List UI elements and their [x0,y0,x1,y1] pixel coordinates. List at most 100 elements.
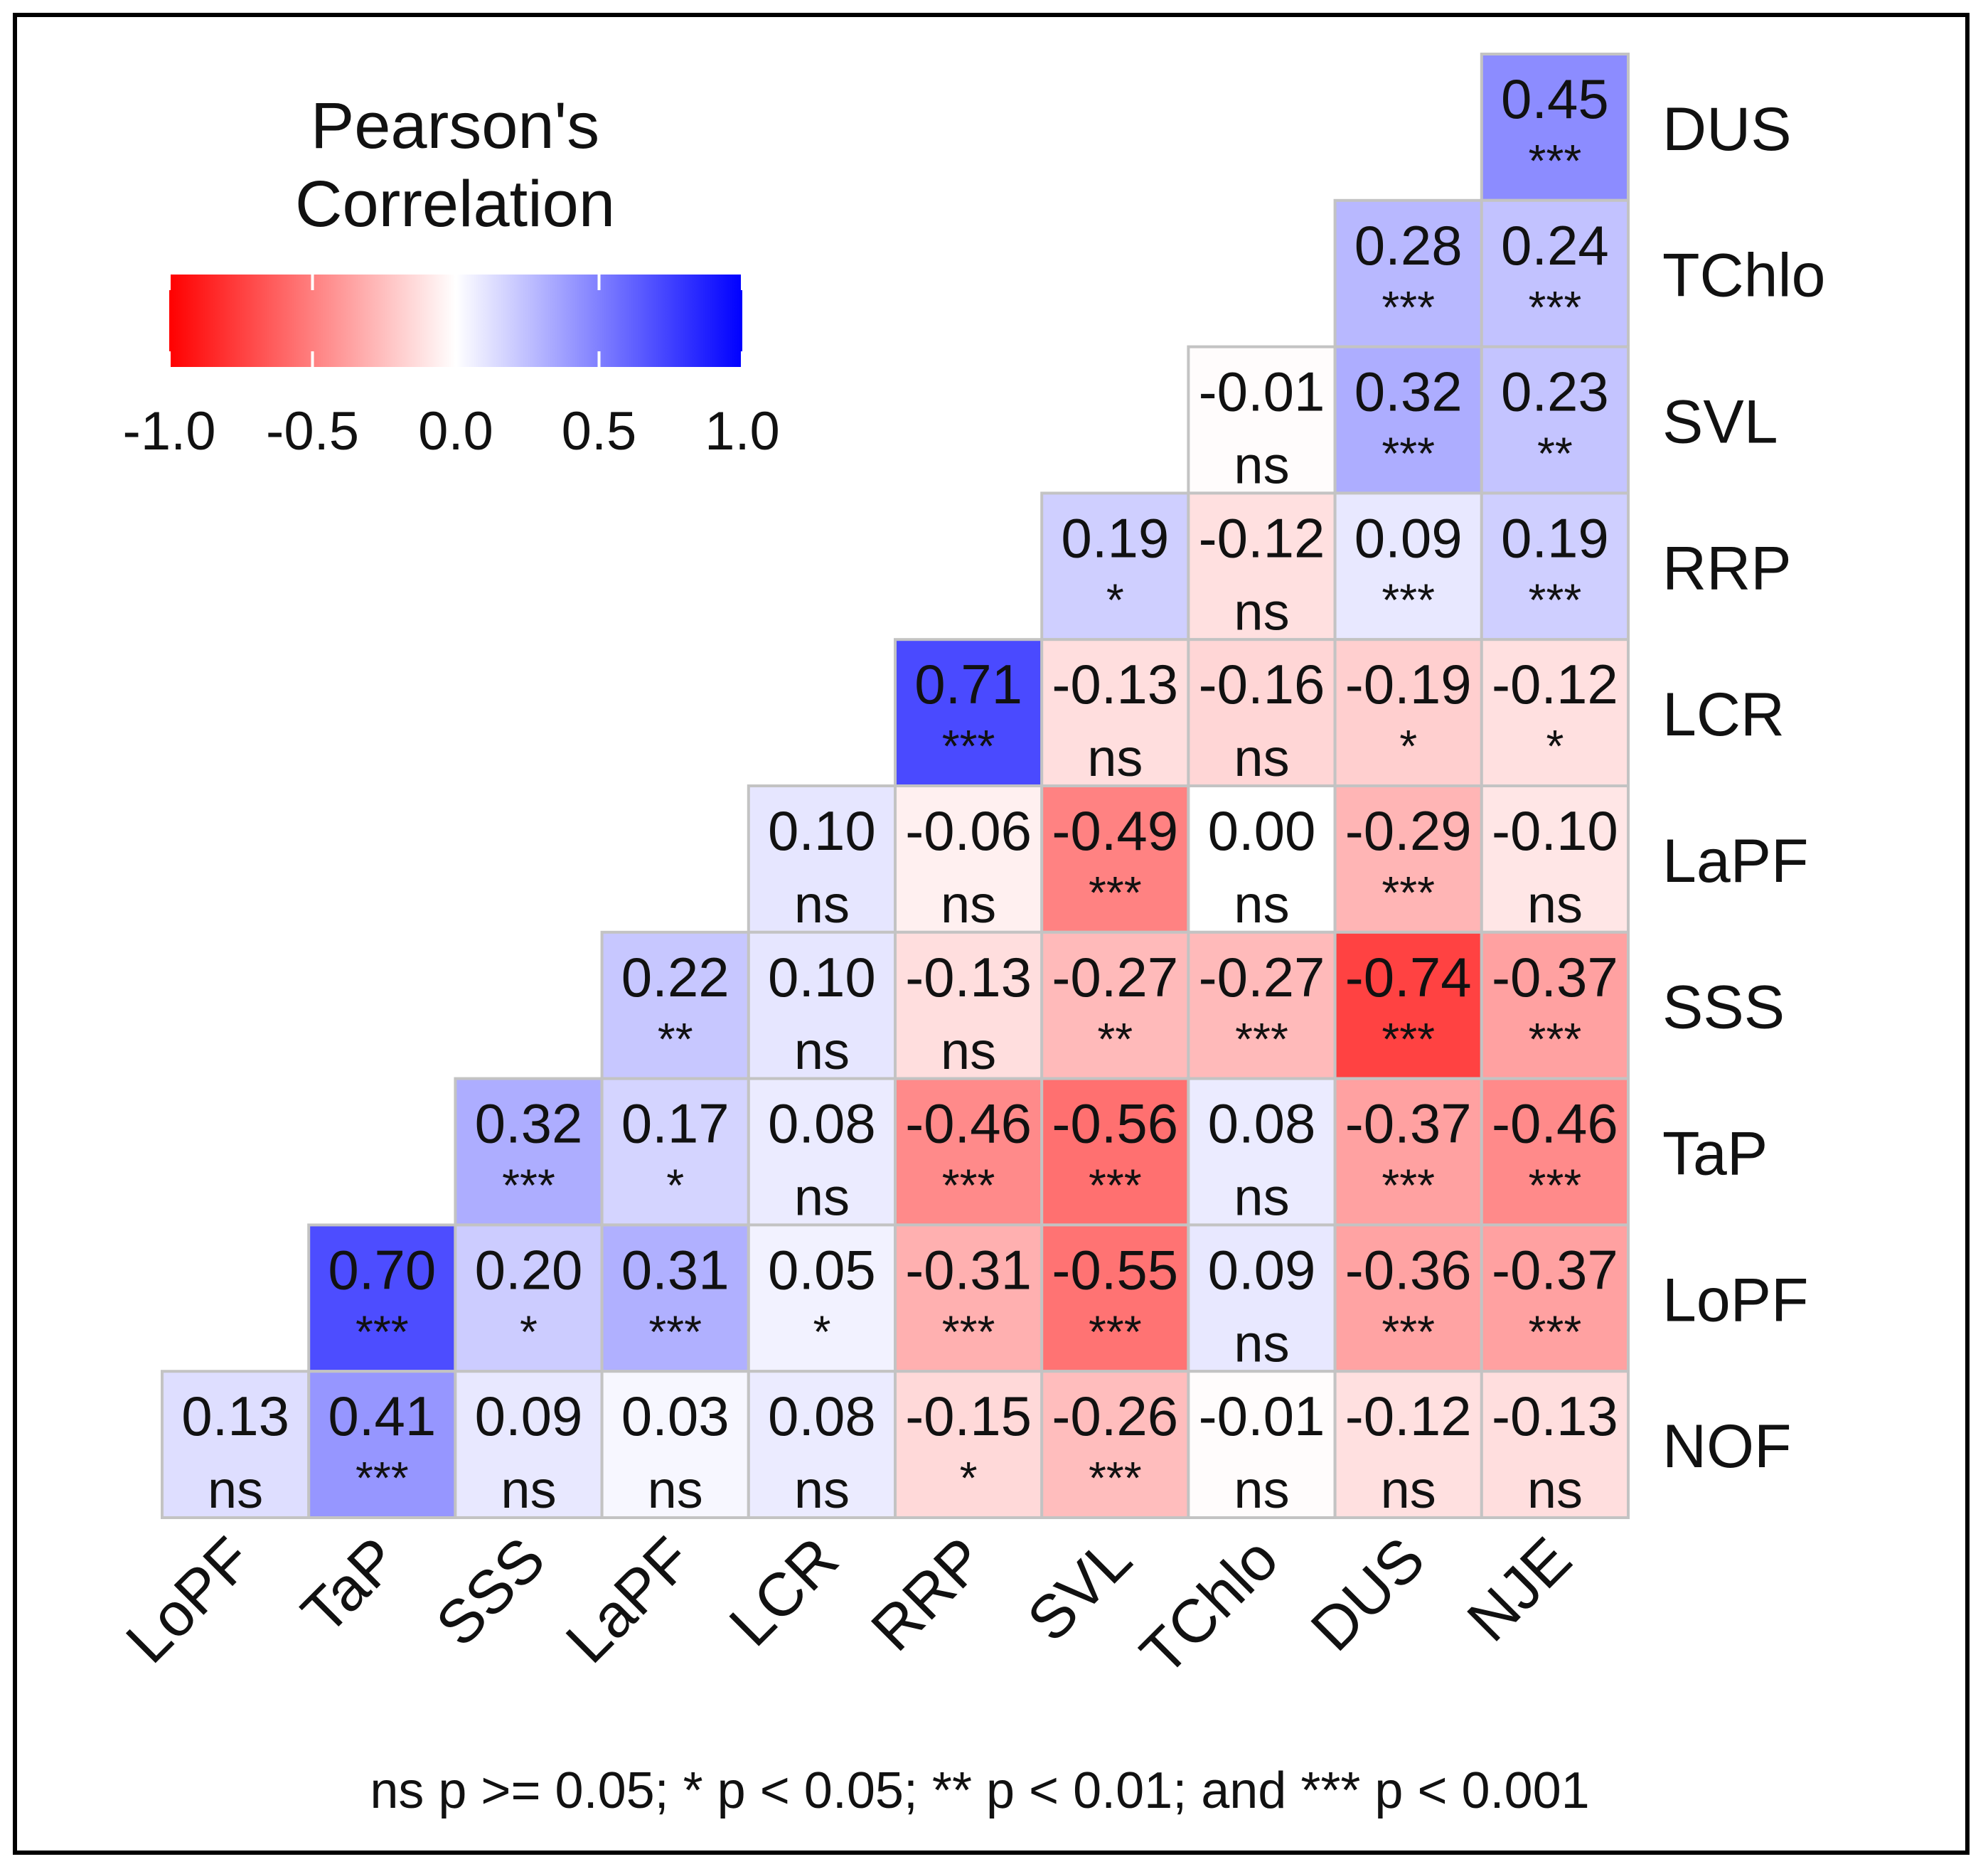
cell-value: -0.31 [905,1238,1032,1301]
cell-significance: ns [794,1460,850,1519]
cell-significance: *** [1382,867,1435,918]
cell-fill [1040,491,1190,641]
cell-fill [894,1223,1044,1373]
cell-significance: ns [941,1021,996,1080]
y-axis-label: TChlo [1662,242,1825,310]
heatmap-cell: -0.26*** [1040,1370,1190,1519]
y-axis-label: NOF [1662,1412,1792,1481]
cell-value: -0.74 [1345,946,1472,1008]
cell-value: -0.01 [1199,361,1325,423]
heatmap-cell: 0.19*** [1480,491,1630,641]
heatmap-cell: 0.32*** [454,1077,604,1227]
cell-significance: * [813,1306,830,1357]
cell-value: 0.22 [621,946,730,1008]
cell-fill [1187,784,1337,934]
cell-fill [747,1370,897,1519]
heatmap-cell: -0.55*** [1040,1223,1190,1373]
cell-value: 0.32 [1354,361,1463,423]
heatmap-cell: -0.13 ns [1040,638,1190,787]
heatmap-cell: -0.10 ns [1480,784,1630,934]
heatmap-cell: 0.08 ns [1187,1077,1337,1227]
x-axis-label: LaPF [553,1525,705,1676]
x-axis-label: SVL [1015,1525,1145,1655]
cell-value: -0.55 [1052,1238,1178,1301]
heatmap-cell: -0.12 ns [1333,1370,1483,1519]
cell-significance: *** [502,1160,555,1211]
cell-fill [454,1370,604,1519]
cell-significance: ** [1537,428,1573,479]
x-axis-label: TaP [289,1525,412,1648]
cell-fill [1187,345,1337,495]
cell-fill [1187,930,1337,1080]
heatmap-cell: 0.31*** [600,1223,750,1373]
heatmap-cell: -0.31*** [894,1223,1044,1373]
legend-title-line2: Correlation [295,168,615,240]
cell-fill [1480,638,1630,788]
cell-significance: ns [1234,1168,1289,1227]
cell-value: -0.16 [1199,653,1325,715]
cell-significance: *** [1382,428,1435,479]
cell-value: -0.12 [1199,506,1325,569]
cell-significance: ns [1234,1314,1289,1373]
heatmap-cell: 0.70*** [307,1223,457,1373]
cell-significance: *** [942,720,995,772]
cell-fill [1187,638,1337,788]
cell-significance: *** [1089,867,1142,918]
cell-fill [1333,784,1483,934]
cell-significance: ns [794,1168,850,1227]
cell-value: 0.05 [768,1238,876,1301]
cell-value: 0.20 [475,1238,583,1301]
heatmap-cell: -0.13 ns [1480,1370,1630,1519]
heatmap-cell: -0.15* [894,1370,1044,1519]
legend-title-line1: Pearson's [311,90,599,162]
x-axis-label: NJE [1455,1525,1585,1655]
cell-significance: ns [1234,1460,1289,1519]
cell-fill [894,638,1044,788]
significance-footnote: ns p >= 0.05; * p < 0.05; ** p < 0.01; a… [370,1762,1589,1819]
y-axis-label: LoPF [1662,1266,1809,1334]
y-axis-labels: DUS TChlo SVL RRP LCR LaPF SSS TaP LoPF NOF [1662,95,1825,1481]
cell-significance: * [666,1160,684,1211]
cell-value: -0.46 [905,1092,1032,1155]
cell-fill [1333,345,1483,495]
cell-significance: *** [942,1160,995,1211]
heatmap-cell: 0.09*** [1333,491,1483,641]
cell-significance: ns [1234,436,1289,495]
legend-tick-label: 1.0 [705,401,780,462]
cell-value: 0.13 [181,1385,289,1447]
cell-value: -0.13 [905,946,1032,1008]
y-axis-label: TaP [1662,1120,1768,1188]
legend-tick-label: 0.0 [418,401,493,462]
cell-significance: ns [794,875,850,934]
cell-fill [1480,930,1630,1080]
heatmap-cell: 0.41*** [307,1370,457,1519]
heatmap-cell: 0.17* [600,1077,750,1227]
heatmap-cell: -0.56*** [1040,1077,1190,1227]
legend: Pearson's Correlation -1.0 -0.5 0.0 0.5 1.0 [123,90,780,462]
cell-significance: * [1546,720,1564,772]
heatmap-cell: 0.20* [454,1223,604,1373]
x-axis-label: DUS [1298,1525,1438,1664]
legend-tick-label: -1.0 [123,401,216,462]
cell-value: -0.56 [1052,1092,1178,1155]
heatmap-cell: 0.09 ns [1187,1223,1337,1373]
heatmap-cell: 0.45*** [1480,53,1630,202]
cell-value: -0.01 [1199,1385,1325,1447]
cell-value: -0.36 [1345,1238,1472,1301]
cell-value: 0.17 [621,1092,730,1155]
heatmap-cell: -0.13 ns [894,930,1044,1080]
cell-fill [1480,1077,1630,1227]
cell-significance: * [1106,574,1124,625]
cell-significance: *** [1089,1452,1142,1503]
heatmap-cell: 0.23** [1480,345,1630,495]
cell-fill [1333,491,1483,641]
cell-significance: *** [648,1306,702,1357]
heatmap-cell: -0.46*** [1480,1077,1630,1227]
cell-value: 0.10 [768,946,876,1008]
heatmap-cell: -0.36*** [1333,1223,1483,1373]
cell-value: 0.08 [768,1385,876,1447]
cell-significance: ns [1234,582,1289,641]
cell-value: -0.12 [1492,653,1618,715]
